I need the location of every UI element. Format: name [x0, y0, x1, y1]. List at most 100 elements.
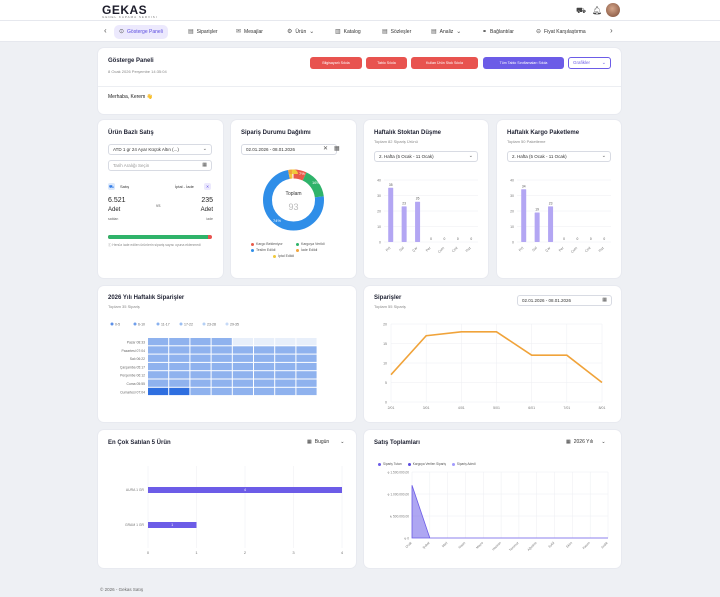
- app-logo[interactable]: GEKAS: [102, 3, 148, 17]
- weekly-cargo-week-select[interactable]: 2. Hafta (5 Ocak - 11 Ocak) ⌄: [507, 151, 611, 162]
- current-date: 8 Ocak 2026 Perşembe 14:35:04: [108, 69, 167, 74]
- charts-dropdown[interactable]: Grafikler ⌄: [568, 57, 611, 69]
- date-range-input[interactable]: Tarih Aralığı Seçin ▦: [108, 160, 212, 171]
- year-value: 2026 Yılı: [573, 439, 594, 445]
- nav-scroll-left-icon[interactable]: ‹: [104, 26, 107, 35]
- y-tick-label: ₺ 1.500.000,00: [387, 471, 409, 475]
- product-select[interactable]: ATD 1 gr 24 Ayar Küçük Altın (...) ⌄: [108, 144, 212, 155]
- dashboard-header-card: Gösterge Paneli 8 Ocak 2026 Perşembe 14:…: [98, 48, 621, 114]
- chevron-down-icon: ⌄: [601, 439, 606, 445]
- heatmap-cell: [232, 379, 253, 387]
- bar-value-label: 19: [535, 208, 539, 212]
- sales-totals-area-chart: ₺ 0 ₺ 500.000,00 ₺ 1.000.000,00 ₺ 1.500.000…: [387, 471, 609, 553]
- order-status-date-range[interactable]: 02.01.2026 - 08.01.2026: [241, 144, 337, 155]
- nav-item-contracts[interactable]: ▤ Sözleşler: [382, 25, 411, 39]
- divider: [98, 86, 621, 87]
- heatmap-cell: [148, 362, 169, 371]
- y-tick-label: 40: [510, 179, 514, 183]
- nav-item-label: Ürün: [295, 29, 307, 35]
- heatmap-title: 2026 Yılı Haftalık Siparişler: [108, 295, 185, 301]
- bar: [148, 487, 342, 493]
- x-tick-label: Eylül: [548, 541, 556, 549]
- x-tick-label: Mayıs: [475, 541, 484, 550]
- calendar-icon[interactable]: ▦: [334, 146, 340, 152]
- legend-label: Teslim Edildi: [256, 248, 276, 252]
- heatmap-cell: [275, 362, 296, 371]
- weekly-cargo-title: Haftalık Kargo Paketleme: [507, 130, 580, 136]
- nav-item-catalog[interactable]: ▥ Katalog: [335, 25, 361, 39]
- nav-item-orders[interactable]: ▤ Siparişler: [188, 25, 218, 39]
- legend-item[interactable]: İptal Edildi: [251, 253, 295, 259]
- heatmap-cell: [169, 371, 190, 379]
- top-products-period-select[interactable]: ▦ Bugün ⌄: [307, 439, 344, 445]
- x-tick-label: 4: [341, 550, 344, 555]
- clear-icon[interactable]: ✕: [323, 146, 329, 152]
- heatmap-cell: [211, 387, 232, 396]
- donut-slice-2[interactable]: [263, 169, 324, 231]
- y-tick-label: AURA 1 GR: [126, 488, 145, 492]
- bar-value-label: 34: [522, 184, 526, 188]
- refresh-product-stock-button[interactable]: Kullan Ürün Stok Sıkıla: [411, 57, 478, 69]
- product-select-value: ATD 1 gr 24 Ayar Küçük Altın (...): [113, 147, 179, 152]
- heatmap-cell: [169, 387, 190, 396]
- legend-item[interactable]: Sipariş Adedi: [451, 462, 476, 466]
- x-tick-label: 2/01: [388, 406, 395, 410]
- legend-label: Sipariş Adedi: [456, 462, 476, 466]
- x-tick-label: Ocak: [405, 541, 413, 549]
- refresh-table-button[interactable]: Tablo Sıkıla: [366, 57, 407, 69]
- bar-value-label: 0: [577, 237, 579, 241]
- x-tick-label: Şubat: [422, 541, 431, 550]
- nav-item-connections[interactable]: ⚭ Bağlantılar: [482, 25, 514, 39]
- chevron-down-icon: ⌄: [202, 146, 207, 152]
- legend-item[interactable]: Kargo Bekleniyor: [251, 241, 295, 247]
- legend-dot: [251, 248, 254, 252]
- legend-item[interactable]: Teslim Edildi: [251, 247, 295, 253]
- x-tick-label: Ağustos: [526, 541, 537, 552]
- heatmap-cell: [275, 371, 296, 379]
- heatmap-cell: [254, 371, 275, 379]
- sales-unit: Adet: [108, 207, 121, 213]
- legend-item[interactable]: Kargoya Verildi: [295, 241, 340, 247]
- nav-item-dashboard[interactable]: ⊙ Gösterge Paneli: [114, 25, 168, 39]
- sales-area-series: [411, 485, 608, 539]
- nav-item-label: Siparişler: [196, 29, 218, 35]
- chevron-down-icon: ⌄: [601, 153, 606, 159]
- user-avatar[interactable]: [606, 3, 620, 17]
- refresh-all-tables-button[interactable]: Tüm Tablo Sınıflamaları Sıkıla: [483, 57, 564, 69]
- heatmap-row-label: Perşembe 06:12: [120, 374, 145, 378]
- legend-item[interactable]: İade Edildi: [295, 247, 340, 253]
- heatmap-cell: [232, 362, 253, 371]
- legend-item[interactable]: Kargoya Verilen Sipariş: [407, 462, 446, 466]
- orders-date-range[interactable]: 02.01.2026 - 08.01.2026 ▦: [517, 295, 612, 306]
- weekly-stock-week-select[interactable]: 2. Hafta (5 Ocak - 11 Ocak) ⌄: [374, 151, 478, 162]
- heatmap-cell: [232, 354, 253, 362]
- legend-dot: [179, 322, 183, 326]
- sales-totals-year-select[interactable]: ▦ 2026 Yılı ⌄: [566, 439, 606, 445]
- legend-item[interactable]: Sipariş Tutarı: [378, 462, 402, 466]
- nav-item-analysis[interactable]: ▤ Analiz ⌄: [431, 25, 461, 39]
- nav-item-price-comparison[interactable]: ⊖ Fiyat Karşılaştırma: [536, 25, 586, 39]
- weekly-stock-card: Haftalık Stoktan Düşme Toplam 82 Sipariş…: [364, 120, 488, 278]
- heatmap-cell: [169, 379, 190, 387]
- x-tick-label: Per: [425, 245, 432, 252]
- nav-scroll-right-icon[interactable]: ›: [610, 26, 613, 35]
- sales-return-progress-bar: [108, 235, 212, 239]
- bell-icon[interactable]: 🔔︎: [592, 6, 603, 15]
- donut-slice-4[interactable]: [263, 169, 324, 231]
- cart-icon[interactable]: ⛟: [576, 6, 587, 15]
- nav-item-messages[interactable]: ✉ Mesajlar: [236, 25, 263, 39]
- dashboard-icon: ⊙: [119, 29, 125, 35]
- heatmap-cell: [148, 338, 169, 346]
- heatmap-cell: [254, 338, 275, 346]
- sales-value: 6.521: [108, 197, 126, 204]
- heatmap-cell: [169, 338, 190, 346]
- heatmap-cell: [148, 379, 169, 387]
- donut-label-s1: 7%: [299, 171, 305, 176]
- heatmap-cell: [296, 387, 317, 396]
- nav-item-products[interactable]: ⚙ Ürün ⌄: [287, 25, 314, 39]
- y-tick-label: 15: [383, 342, 387, 346]
- y-tick-label: 20: [510, 210, 514, 214]
- x-tick-label: Aralık: [600, 541, 609, 550]
- weekly-stock-bar-chart: 0 10 20 30 40 35 Pzt 23 Sal 26 Çar 0 Per 0 Cum 0 Cmt 0 Paz: [377, 179, 478, 254]
- refresh-computer-button[interactable]: Bilgisayarlı Sıkıla: [310, 57, 362, 69]
